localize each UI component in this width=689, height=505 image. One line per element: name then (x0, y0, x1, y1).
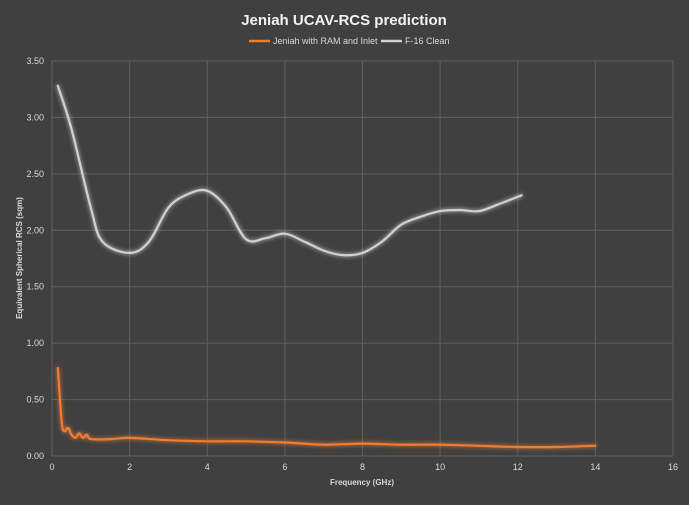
series-layer (56, 84, 597, 449)
y-tick-label: 2.00 (26, 225, 44, 235)
y-tick-label: 3.50 (26, 56, 44, 66)
x-tick-label: 6 (282, 462, 287, 472)
x-gridlines (51, 61, 674, 456)
x-tick-label: 10 (435, 462, 445, 472)
y-tick-label: 1.00 (26, 338, 44, 348)
y-tick-label: 1.50 (26, 282, 44, 292)
y-gridlines (52, 60, 673, 457)
x-tick-label: 4 (205, 462, 210, 472)
chart-title: Jeniah UCAV-RCS prediction (241, 12, 447, 29)
y-tick-labels: 0.00 0.50 1.00 1.50 2.00 2.50 3.00 3.50 (26, 56, 44, 461)
series-line-jeniah (56, 366, 597, 449)
legend: Jeniah with RAM and Inlet F-16 Clean (249, 36, 450, 46)
x-axis-title: Frequency (GHz) (330, 478, 394, 487)
x-tick-label: 12 (513, 462, 523, 472)
x-tick-label: 8 (360, 462, 365, 472)
x-tick-label: 14 (590, 462, 600, 472)
y-tick-label: 0.50 (26, 395, 44, 405)
series-line-f16 (56, 84, 523, 257)
x-tick-label: 2 (127, 462, 132, 472)
y-tick-label: 3.00 (26, 112, 44, 122)
x-tick-label: 16 (668, 462, 678, 472)
x-tick-label: 0 (49, 462, 54, 472)
y-tick-label: 0.00 (26, 451, 44, 461)
x-tick-labels: 0 2 4 6 8 10 12 14 16 (49, 462, 678, 472)
y-axis-title: Equivalent Spherical RCS (sqm) (15, 197, 24, 319)
legend-label-jeniah: Jeniah with RAM and Inlet (273, 36, 378, 46)
legend-label-f16: F-16 Clean (405, 36, 450, 46)
y-tick-label: 2.50 (26, 169, 44, 179)
